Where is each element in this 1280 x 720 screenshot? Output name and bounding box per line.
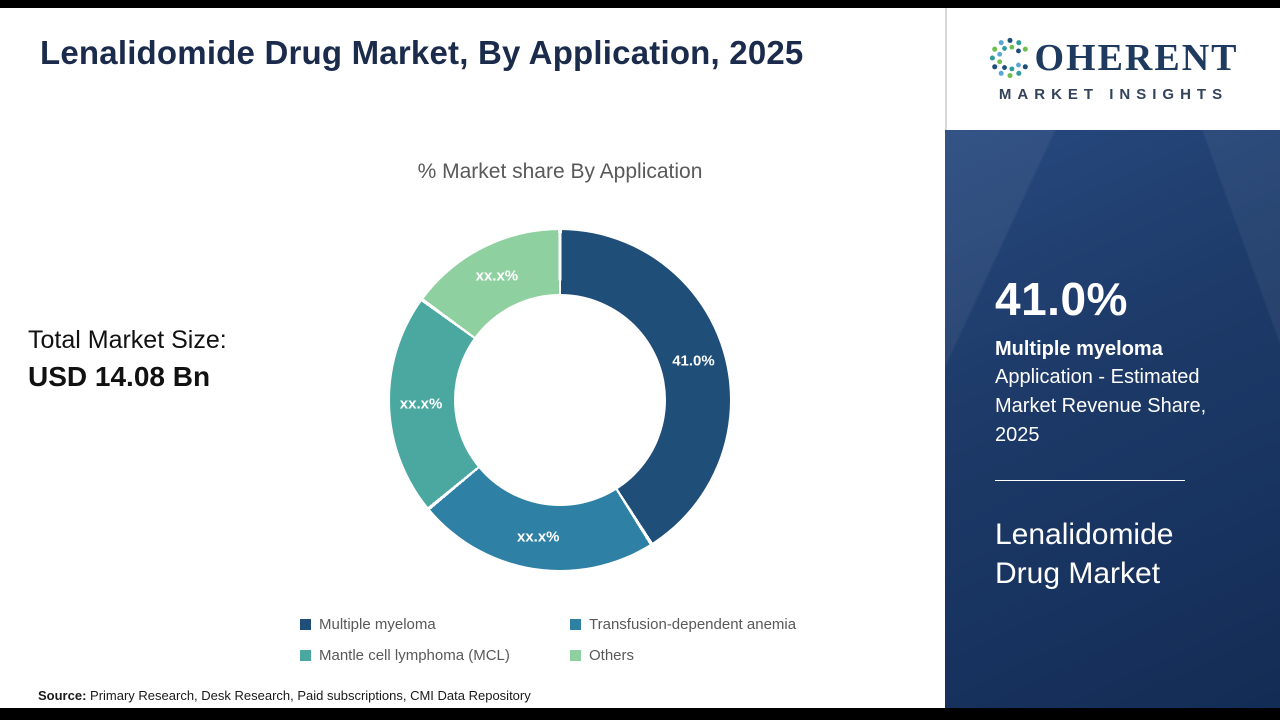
brand-row: OHERENT [988,36,1238,80]
brand-tagline: MARKET INSIGHTS [998,85,1229,103]
panel-divider [995,480,1185,481]
legend-swatch [570,619,581,630]
donut-hole [454,294,666,506]
legend-item: Mantle cell lymphoma (MCL) [300,647,570,664]
donut-segment-label: xx.x% [516,528,560,546]
legend-label: Others [589,647,635,664]
chart-title: % Market share By Application [417,160,703,183]
brand-name: OHERENT [1034,36,1239,79]
top-border-bar [0,0,1280,8]
total-market-value: USD 14.08 Bn [28,361,211,392]
donut-chart: 41.0% xx.x% xx.x% xx.x% [390,230,730,570]
panel-market-name: Lenalidomide Drug Market [995,518,1174,590]
panel-description: Application - Estimated Market Revenue S… [995,366,1207,446]
brand-logo: OHERENT MARKET INSIGHTS [945,8,1280,130]
legend-swatch [570,650,581,661]
total-market-block: Total Market Size: USD 14.08 Bn [28,326,227,393]
legend-item: Others [570,647,880,664]
legend-label: Multiple myeloma [319,616,436,633]
chart-legend: Multiple myeloma Transfusion-dependent a… [300,616,880,664]
legend-item: Multiple myeloma [300,616,570,633]
source-line: Source: Primary Research, Desk Research,… [38,688,531,703]
page-title: Lenalidomide Drug Market, By Application… [40,34,804,71]
legend-item: Transfusion-dependent anemia [570,616,880,633]
panel-stat: 41.0% [995,273,1128,325]
legend-label: Transfusion-dependent anemia [589,616,797,633]
donut-segment-label: xx.x% [475,267,519,285]
donut-segment-label: 41.0% [672,352,715,370]
side-panel-content: 41.0% Multiple myeloma Application - Est… [945,130,1280,593]
total-market-label: Total Market Size: [28,326,227,354]
source-label: Source: [38,688,87,703]
dot-matrix-c-icon [990,37,1029,78]
source-text: Primary Research, Desk Research, Paid su… [90,688,531,703]
donut-segment-label: xx.x% [399,395,443,413]
side-panel: 41.0% Multiple myeloma Application - Est… [945,130,1280,708]
legend-swatch [300,650,311,661]
bottom-border-bar [0,708,1280,720]
legend-swatch [300,619,311,630]
panel-stat-label: Multiple myeloma [995,338,1163,360]
legend-label: Mantle cell lymphoma (MCL) [319,647,510,664]
